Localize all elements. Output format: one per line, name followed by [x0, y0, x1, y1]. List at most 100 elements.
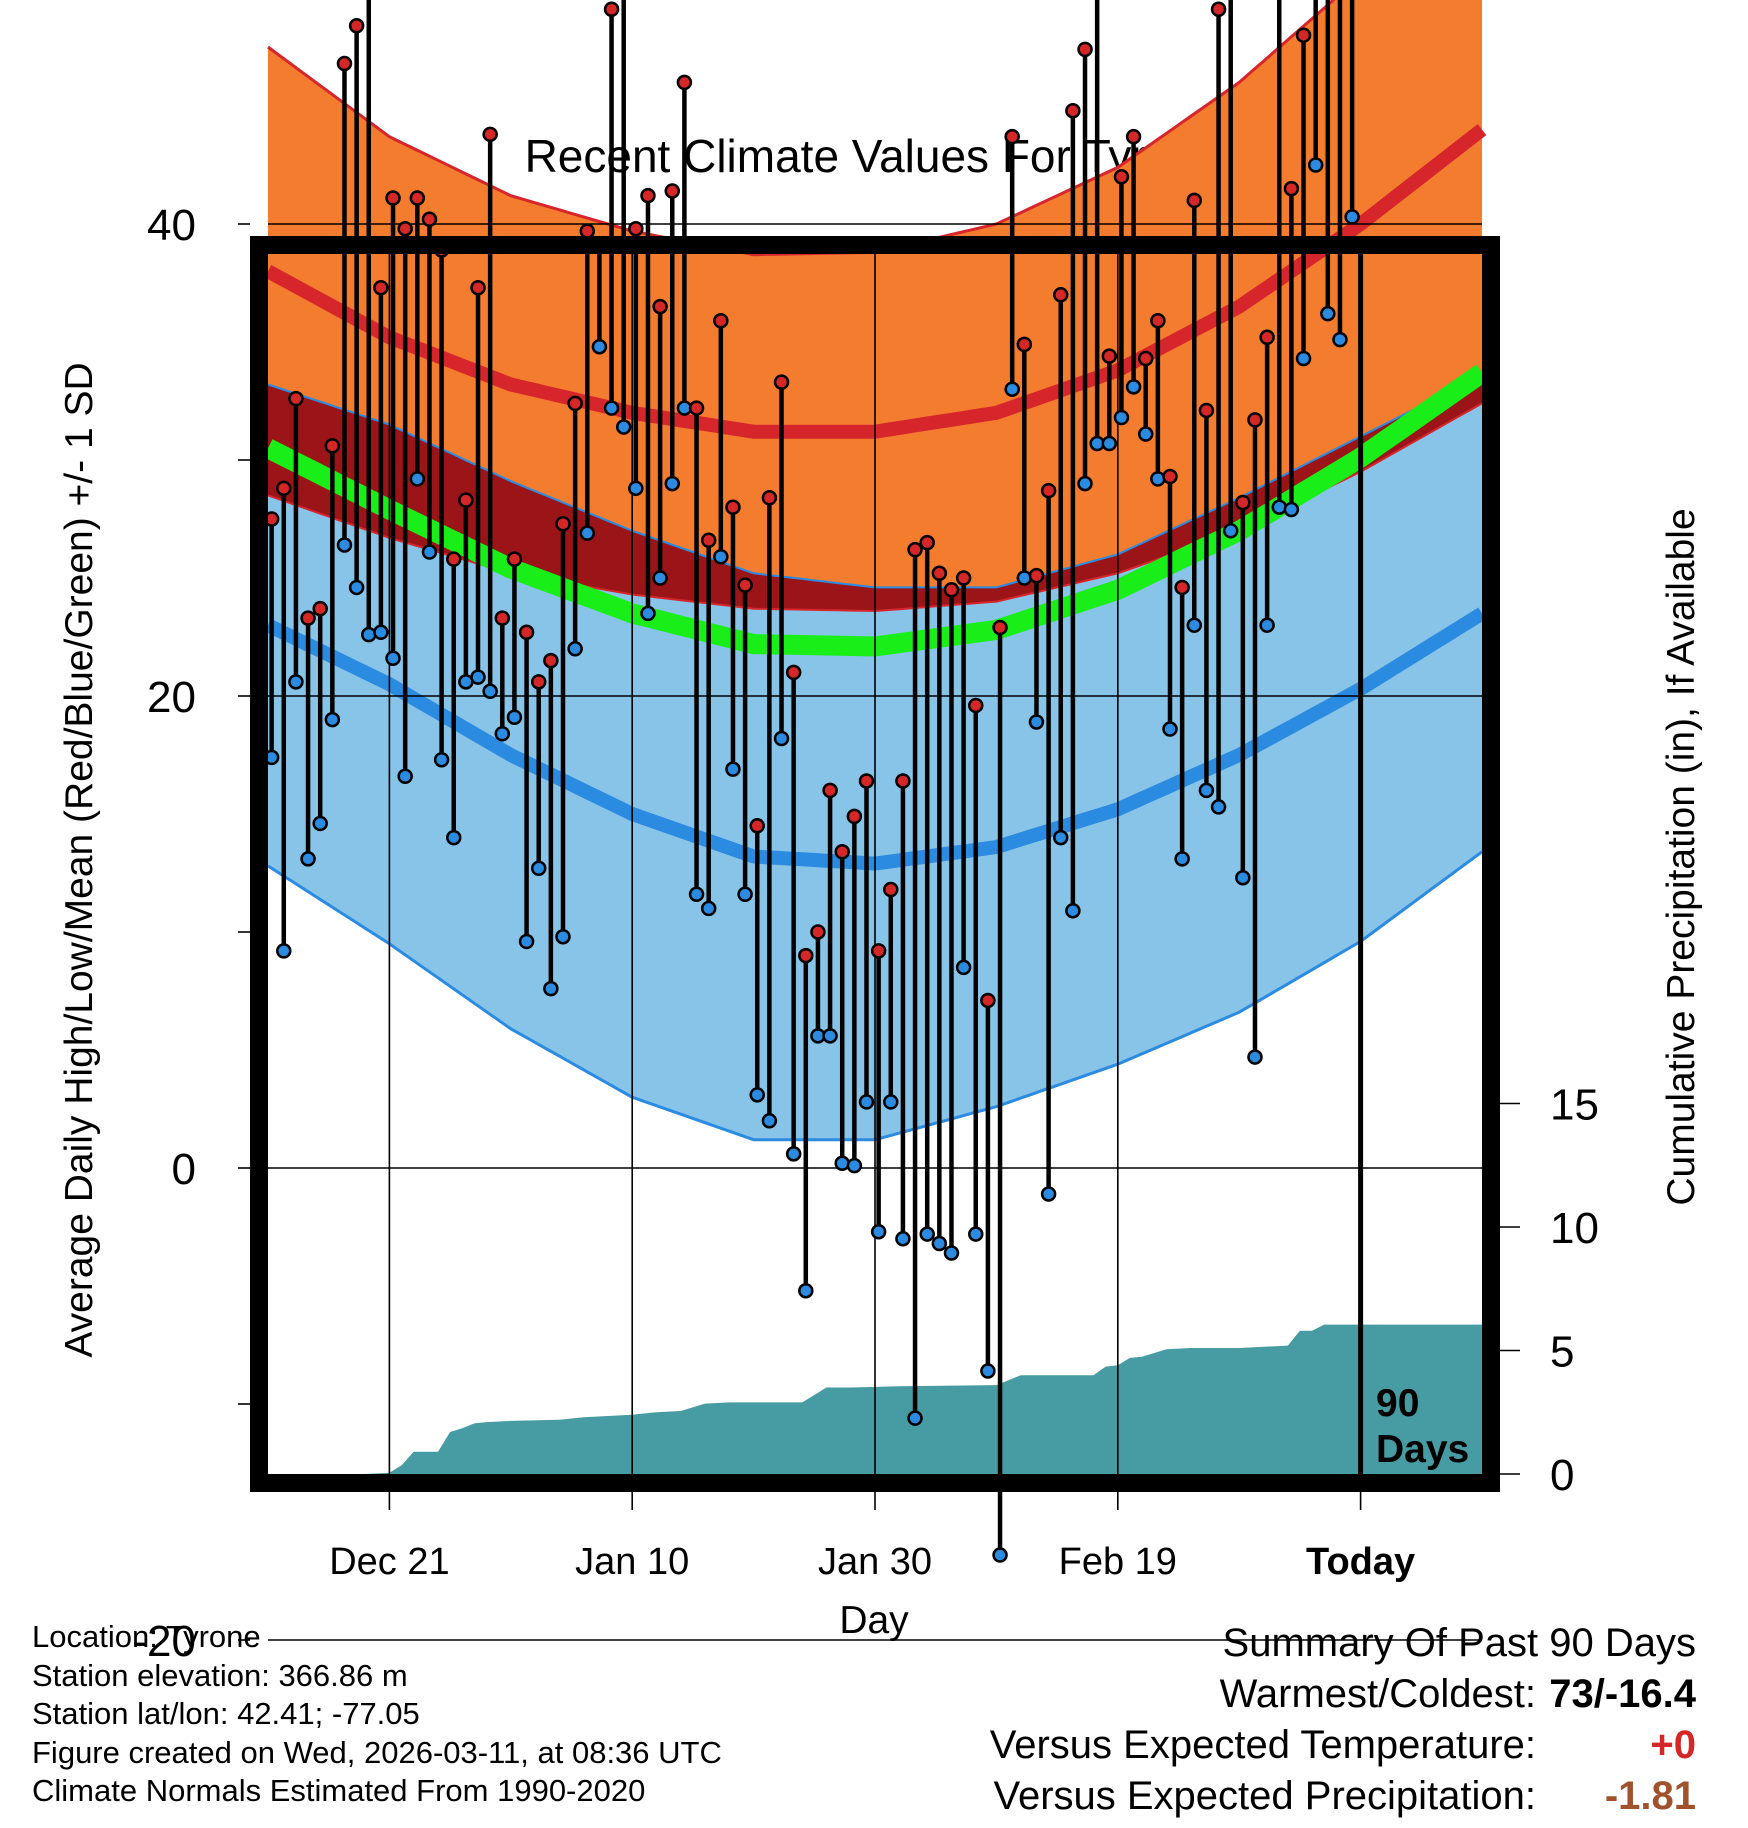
daily-high-point [713, 313, 729, 329]
daily-high-point [482, 126, 498, 143]
daily-high-point [1016, 336, 1033, 353]
daily-high-point [749, 818, 765, 834]
daily-low-point [992, 1547, 1008, 1563]
daily-low-point [883, 1094, 899, 1110]
daily-low-point [1101, 435, 1118, 452]
daily-high-point [276, 480, 292, 497]
daily-low-point [591, 338, 608, 355]
daily-low-point [1174, 851, 1190, 867]
daily-low-point [1283, 501, 1300, 518]
daily-high-point [567, 395, 583, 412]
daily-low-point [737, 886, 753, 902]
daily-high-point [1174, 579, 1190, 596]
daily-high-point [300, 610, 316, 626]
info-elevation: Station elevation: 366.86 m [32, 1657, 408, 1693]
daily-low-point [385, 650, 401, 666]
daily-high-point [288, 390, 304, 407]
daily-low-point [919, 1226, 935, 1242]
daily-low-point [409, 471, 426, 487]
daily-low-point [445, 829, 462, 846]
daily-high-point [1162, 468, 1178, 485]
left-tick-label: 40 [147, 201, 196, 250]
daily-low-point [785, 1146, 802, 1162]
daily-high-point [1295, 27, 1312, 43]
x-tick-label: Jan 30 [818, 1541, 932, 1583]
daily-high-point [458, 492, 474, 508]
daily-high-point [858, 773, 875, 789]
expected-precip-label: Versus Expected Precipitation: [993, 1774, 1536, 1818]
daily-high-point [1028, 567, 1045, 584]
daily-high-point [530, 674, 547, 690]
daily-high-point [1259, 329, 1275, 346]
daily-low-point [907, 1410, 923, 1426]
daily-high-point [919, 534, 935, 551]
daily-high-point [846, 808, 863, 825]
daily-low-point [1344, 209, 1360, 225]
daily-low-point [895, 1231, 911, 1247]
daily-low-point [482, 683, 498, 700]
daily-low-point [652, 570, 668, 586]
left-tick-label: 0 [172, 1145, 196, 1194]
daily-high-point [506, 551, 523, 567]
right-tick-label: 15 [1550, 1081, 1599, 1130]
left-tick-label: 20 [147, 673, 196, 722]
right-tick-label: 10 [1550, 1204, 1599, 1253]
x-axis-label: Day [839, 1599, 909, 1642]
daily-high-point [312, 600, 328, 617]
daily-high-point [385, 190, 401, 206]
daily-high-point [470, 279, 486, 296]
daily-high-point [907, 541, 923, 558]
x-tick-label: Feb 19 [1059, 1541, 1177, 1583]
daily-high-point [761, 490, 778, 506]
daily-high-point [373, 279, 389, 296]
daily-low-point [798, 1282, 814, 1299]
info-location: Location: Tyrone [32, 1619, 261, 1654]
daily-high-point [980, 992, 996, 1009]
daily-low-point [1137, 426, 1154, 442]
window-label-number: 90 [1376, 1382, 1419, 1425]
daily-low-point [276, 943, 292, 959]
daily-low-point [980, 1363, 996, 1379]
daily-high-point [931, 565, 948, 582]
x-tick-label: Jan 10 [575, 1541, 689, 1583]
daily-low-point [1077, 475, 1093, 492]
daily-low-point [834, 1155, 850, 1172]
plot-frame [250, 236, 1500, 1492]
x-axis: Dec 21 Jan 10 Jan 30 Feb 19 Today [329, 1492, 1415, 1583]
daily-high-point [798, 947, 814, 964]
daily-low-point [1028, 714, 1045, 730]
daily-low-point [1125, 379, 1142, 395]
daily-high-point [870, 943, 887, 959]
daily-high-point [1004, 128, 1020, 145]
daily-low-point [1065, 903, 1081, 919]
expected-temp-value: +0 [1650, 1723, 1696, 1767]
daily-high-point [1198, 402, 1215, 419]
daily-low-point [968, 1226, 984, 1242]
daily-high-point [579, 223, 596, 239]
daily-high-point [992, 619, 1008, 636]
daily-low-point [421, 544, 438, 560]
daily-low-point [361, 626, 377, 643]
daily-low-point [1271, 499, 1288, 515]
daily-low-point [664, 475, 681, 492]
daily-low-point [1052, 829, 1069, 846]
daily-high-point [1065, 102, 1081, 119]
daily-high-point [1283, 180, 1300, 197]
daily-low-point [628, 480, 644, 497]
daily-high-point [1101, 348, 1118, 364]
daily-high-point [943, 582, 960, 598]
daily-high-point [1052, 287, 1069, 303]
daily-low-point [1320, 305, 1336, 322]
daily-high-point [725, 499, 741, 515]
right-tick-label: 0 [1550, 1451, 1574, 1500]
daily-low-point [725, 761, 741, 777]
left-axis: 6040200-20 [132, 201, 250, 1666]
daily-low-point [312, 815, 328, 832]
daily-high-point [1247, 412, 1263, 428]
daily-high-point [628, 220, 644, 237]
daily-high-point [1113, 169, 1130, 185]
daily-high-point [700, 532, 717, 548]
daily-low-point [397, 768, 413, 784]
daily-high-point [1235, 494, 1251, 511]
